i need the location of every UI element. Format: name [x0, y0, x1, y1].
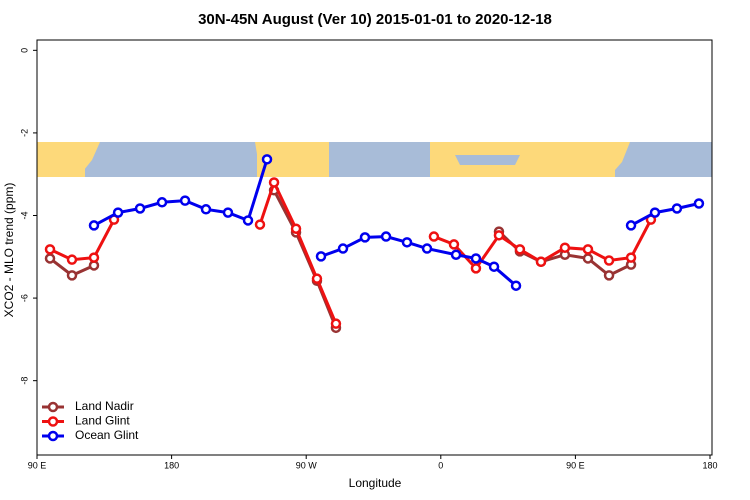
point — [428, 231, 440, 242]
y-tick-label: 0 — [19, 48, 29, 53]
point — [112, 207, 124, 218]
x-tick-label: 180 — [164, 460, 179, 470]
point — [261, 154, 273, 165]
legend-label: Land Glint — [75, 414, 130, 428]
point — [625, 220, 637, 231]
point — [134, 203, 146, 214]
point — [470, 253, 482, 264]
x-tick-label: 90 E — [28, 460, 47, 470]
x-axis-label: Longitude — [349, 476, 402, 490]
x-tick-label: 90 E — [566, 460, 585, 470]
series-line — [93, 158, 700, 287]
x-tick-label: 90 W — [296, 460, 318, 470]
legend-marker — [47, 401, 59, 413]
point — [488, 261, 500, 272]
point — [582, 253, 594, 264]
legend-label: Land Nadir — [75, 399, 134, 413]
point — [268, 177, 280, 188]
point — [330, 318, 342, 329]
point — [448, 239, 460, 250]
point — [470, 263, 482, 274]
point — [493, 230, 505, 241]
point — [603, 270, 615, 281]
point — [242, 215, 254, 226]
point — [693, 198, 705, 209]
point — [671, 203, 683, 214]
point — [44, 244, 56, 255]
y-tick-label: -2 — [19, 129, 29, 137]
y-tick-label: -6 — [19, 294, 29, 302]
point — [222, 207, 234, 218]
x-tick-label: 180 — [702, 460, 717, 470]
point — [311, 273, 323, 284]
y-tick-label: -4 — [19, 211, 29, 219]
legend-marker — [47, 416, 59, 427]
point — [359, 232, 371, 243]
y-tick-label: -8 — [19, 377, 29, 385]
point — [290, 223, 302, 234]
plot-frame — [36, 39, 713, 456]
point — [44, 253, 56, 264]
point — [421, 243, 433, 254]
point — [450, 249, 462, 260]
point — [156, 197, 168, 208]
point — [88, 220, 100, 231]
point — [254, 219, 266, 230]
point — [315, 251, 327, 262]
point — [88, 252, 100, 263]
point — [401, 237, 413, 248]
point — [337, 243, 349, 254]
point — [510, 280, 522, 291]
point — [603, 255, 615, 266]
point — [649, 207, 661, 218]
point — [179, 195, 191, 206]
legend-marker — [47, 430, 59, 442]
y-axis-label: XCO2 - MLO trend (ppm) — [2, 183, 16, 318]
point — [66, 254, 78, 265]
point — [200, 204, 212, 215]
point — [559, 242, 571, 253]
x-tick-label: 0 — [438, 460, 443, 470]
legend-label: Ocean Glint — [75, 428, 139, 442]
map-band — [37, 142, 712, 177]
point — [66, 270, 78, 281]
point — [535, 256, 547, 267]
point — [625, 252, 637, 263]
chart-title: 30N-45N August (Ver 10) 2015-01-01 to 20… — [198, 11, 552, 28]
point — [514, 244, 526, 255]
point — [380, 231, 392, 242]
point — [582, 244, 594, 255]
